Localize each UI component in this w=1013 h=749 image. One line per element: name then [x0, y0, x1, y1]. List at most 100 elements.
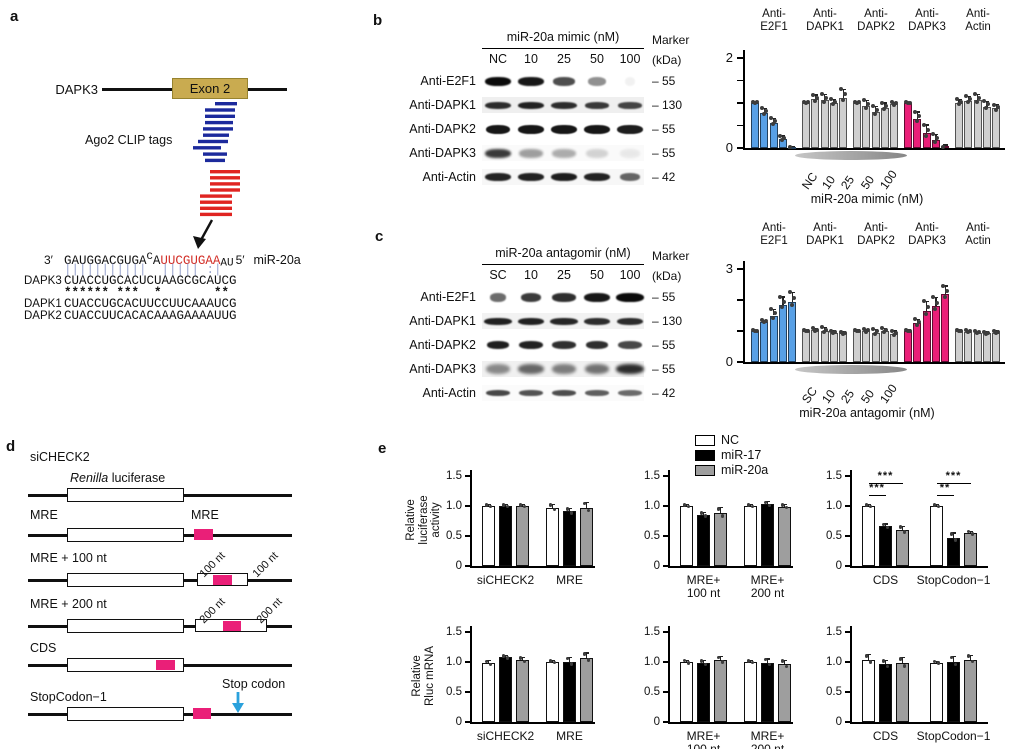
lane-label: 10	[524, 52, 538, 66]
dapk3-name: DAPK3	[24, 275, 62, 288]
data-point-dot	[873, 331, 878, 336]
error-bar-cap	[549, 503, 556, 505]
error-bar	[702, 660, 705, 664]
yaxis-line1: Relative	[405, 499, 417, 541]
data-point-dot	[780, 305, 785, 310]
data-point-dot	[518, 656, 523, 660]
bar	[982, 106, 991, 148]
data-point-dot	[820, 92, 825, 97]
error-bar-cap	[863, 100, 869, 102]
data-point-dot	[966, 654, 971, 658]
error-bar	[783, 504, 786, 507]
y-tick-label: 0	[653, 716, 660, 728]
y-tick-label: 0	[455, 716, 462, 728]
antibody-label: Anti-E2F1	[420, 290, 476, 304]
construct-stopcodon-label: StopCodon−1	[30, 690, 107, 704]
kda-value: – 42	[652, 386, 676, 400]
antibody-label: Anti-DAPK3	[409, 146, 476, 160]
data-point-dot	[914, 322, 919, 327]
y-tick-label: 0	[835, 716, 842, 728]
data-point-dot	[991, 102, 996, 107]
bar	[811, 330, 820, 362]
dapk2-name: DAPK2	[24, 309, 62, 322]
group-header-line: Anti-	[864, 222, 888, 234]
y-tick	[737, 79, 743, 82]
data-point-dot	[905, 101, 910, 106]
data-point-dot	[582, 501, 587, 506]
y-tick	[845, 661, 850, 663]
data-point-dot	[956, 329, 961, 334]
error-bar-cap	[747, 660, 754, 662]
y-tick-label: 1.5	[826, 626, 842, 638]
blot-header-row: miR-20a mimic (nM) Marker	[398, 30, 698, 49]
y-tick-label: 1.0	[644, 656, 660, 668]
chart-e1: 0 0.5 1.0 1.5 siCHECK2 MRE	[430, 462, 620, 597]
protein-band	[518, 317, 544, 325]
y-tick-label: 0.5	[446, 686, 462, 698]
bar	[880, 331, 889, 362]
blot-band-row: Anti-DAPK3 – 55	[398, 361, 698, 377]
kda-value: – 55	[652, 290, 676, 304]
data-point-dot	[833, 99, 838, 104]
mir-sequence-row: 3′ GAUGGACGUGACAUUCGUGAAAU 5′ miR-20a	[24, 251, 301, 269]
group-x-label: StopCodon−1	[917, 574, 991, 587]
band-strip	[482, 97, 644, 113]
protein-band	[485, 390, 511, 396]
data-point-dot	[875, 329, 880, 334]
bar	[839, 333, 848, 362]
error-bar-cap	[566, 507, 573, 510]
x-axis	[668, 722, 793, 724]
luciferase-orf-box	[67, 488, 184, 502]
luciferase-rest: luciferase	[108, 471, 166, 485]
dapk1-sequence-row: DAPK1 CUACCUGCACUUCCUUCAAAUCG	[24, 298, 301, 311]
data-point-dot	[861, 327, 866, 332]
blot-band-row: Anti-E2F1 – 55	[398, 289, 698, 305]
x-tick-label: 25	[838, 173, 858, 193]
dapk1-name: DAPK1	[24, 298, 62, 311]
panel-b-western-blot: miR-20a mimic (nM) Marker NC 10 25 50 100 (kDa)…	[398, 30, 698, 193]
y-tick	[663, 505, 668, 507]
dapk2-seq: CUACCUUCACACAAAGAAAAUUG	[64, 308, 237, 323]
mre-tag-label: MRE	[191, 508, 219, 522]
error-bar-cap	[914, 111, 920, 113]
bar	[580, 507, 593, 566]
bar	[930, 506, 943, 566]
bar	[697, 663, 710, 722]
data-point-dot	[933, 139, 938, 144]
data-point-dot	[699, 511, 704, 515]
y-tick-label: 1.0	[826, 500, 842, 512]
data-point-dot	[829, 328, 834, 333]
data-point-dot	[720, 514, 725, 518]
data-point-dot	[977, 95, 982, 100]
y-axis	[850, 470, 852, 567]
bar	[516, 660, 529, 722]
legend-swatch-mir20a	[695, 464, 715, 476]
data-point-dot	[767, 662, 772, 667]
data-point-dot	[522, 659, 527, 664]
protein-band	[552, 341, 576, 349]
data-point-dot	[953, 538, 958, 542]
protein-band	[616, 292, 644, 302]
bar	[829, 103, 838, 148]
y-tick	[845, 691, 850, 693]
bar	[964, 659, 977, 722]
data-point-dot	[569, 662, 574, 666]
error-bar-cap	[899, 525, 906, 528]
error-bar-cap	[899, 657, 906, 659]
data-point-dot	[784, 505, 789, 510]
dapk2-sequence-row: DAPK2 CUACCUUCACACAAAGAAAAUUG	[24, 308, 301, 323]
antibody-label: Anti-Actin	[422, 170, 477, 184]
bar	[744, 506, 757, 566]
bar	[853, 103, 861, 148]
y-tick	[465, 631, 470, 633]
data-point-dot	[865, 101, 870, 106]
data-point-dot	[501, 654, 506, 658]
data-point-dot	[926, 127, 931, 132]
chart-c: 0 3 Anti- E2F1 Anti- DAPK1 Anti- DAPK2 Anti- DAPK…	[713, 222, 1013, 434]
data-point-dot	[995, 104, 1000, 109]
data-point-dot	[703, 514, 708, 518]
y-tick	[845, 721, 850, 723]
protein-band	[520, 292, 542, 302]
x-tick-label: 50	[857, 173, 877, 193]
protein-band	[552, 76, 576, 86]
